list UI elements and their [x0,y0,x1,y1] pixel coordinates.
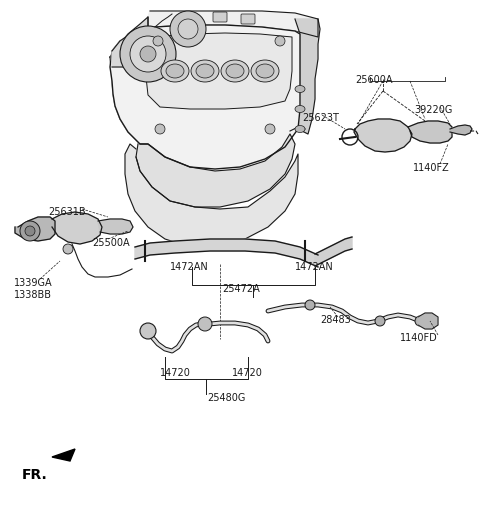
FancyBboxPatch shape [241,15,255,25]
Text: 1472AN: 1472AN [295,262,334,271]
Text: 1338BB: 1338BB [14,290,52,299]
Circle shape [275,37,285,47]
Ellipse shape [191,61,219,83]
FancyBboxPatch shape [213,13,227,23]
Text: 1140FD: 1140FD [400,332,438,343]
Circle shape [63,244,73,254]
Ellipse shape [256,65,274,79]
Polygon shape [125,145,298,247]
Polygon shape [148,12,318,38]
Text: 25623T: 25623T [302,113,339,123]
Ellipse shape [251,61,279,83]
Polygon shape [52,213,102,244]
Text: 25480G: 25480G [207,392,245,402]
Polygon shape [295,20,320,135]
Circle shape [130,37,166,73]
Circle shape [140,323,156,340]
Polygon shape [315,238,352,267]
Ellipse shape [295,126,305,133]
Polygon shape [52,449,75,461]
Ellipse shape [226,65,244,79]
Text: 25600A: 25600A [355,75,393,85]
Ellipse shape [295,87,305,93]
Polygon shape [98,219,133,235]
Circle shape [153,37,163,47]
Ellipse shape [196,65,214,79]
Text: 39220G: 39220G [414,105,452,115]
Text: 25631B: 25631B [48,207,85,216]
Polygon shape [354,120,412,153]
Text: 25500A: 25500A [92,238,130,247]
Circle shape [170,12,206,48]
Text: 1339GA: 1339GA [14,277,53,288]
Polygon shape [110,18,148,145]
Polygon shape [15,217,55,242]
Circle shape [25,227,35,237]
Text: 1140FZ: 1140FZ [413,163,450,173]
Circle shape [415,317,425,326]
Text: 1472AN: 1472AN [170,262,209,271]
Text: 14720: 14720 [160,367,191,377]
Ellipse shape [166,65,184,79]
Ellipse shape [161,61,189,83]
Polygon shape [408,122,452,144]
Polygon shape [136,135,295,208]
Circle shape [155,125,165,135]
Ellipse shape [295,106,305,114]
Ellipse shape [221,61,249,83]
Polygon shape [110,26,300,169]
Circle shape [120,27,176,83]
Circle shape [178,20,198,40]
Polygon shape [418,314,438,329]
Circle shape [198,318,212,331]
Text: 14720: 14720 [232,367,263,377]
Circle shape [375,317,385,326]
Circle shape [140,47,156,63]
Circle shape [265,125,275,135]
Circle shape [20,221,40,242]
Polygon shape [135,240,318,267]
Text: 28483: 28483 [320,315,351,324]
Circle shape [305,300,315,310]
Polygon shape [450,126,472,136]
Polygon shape [112,30,145,68]
Text: FR.: FR. [22,467,48,481]
Polygon shape [146,34,292,110]
Text: 25472A: 25472A [222,284,260,293]
